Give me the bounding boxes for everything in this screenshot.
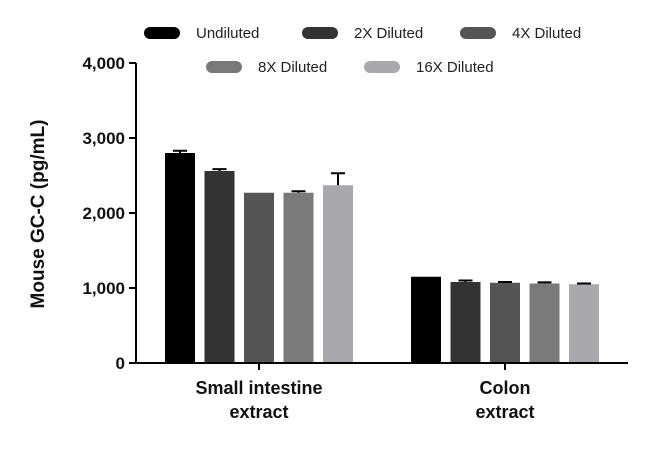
y-axis: 0 1,000 2,000 3,000 4,000 xyxy=(82,54,137,373)
y-tick-label: 3,000 xyxy=(82,129,125,148)
bar xyxy=(529,283,560,363)
x-category-label: extract xyxy=(475,402,534,422)
bar xyxy=(323,185,353,363)
x-category-label: Colon xyxy=(480,378,531,398)
legend-swatch xyxy=(364,61,400,73)
legend-swatch xyxy=(144,27,180,39)
bars xyxy=(165,149,599,363)
legend-swatch xyxy=(206,61,242,73)
x-axis: Small intestine extract Colon extract xyxy=(135,362,628,422)
legend-swatch xyxy=(302,27,338,39)
x-category-label: extract xyxy=(229,402,288,422)
legend: Undiluted 2X Diluted 4X Diluted 8X Diluted 1… xyxy=(144,25,581,76)
y-tick-label: 4,000 xyxy=(82,54,125,73)
y-tick-label: 0 xyxy=(116,354,125,373)
legend-label: Undiluted xyxy=(196,25,259,42)
legend-label: 4X Diluted xyxy=(512,25,581,42)
bar xyxy=(411,276,441,363)
y-tick-label: 1,000 xyxy=(82,279,125,298)
x-category-label: Small intestine xyxy=(195,378,322,398)
legend-label: 2X Diluted xyxy=(354,25,423,42)
bar xyxy=(490,282,520,363)
bar xyxy=(244,192,274,363)
bar xyxy=(204,171,235,363)
bar xyxy=(450,282,481,363)
bar xyxy=(569,284,599,363)
legend-label: 16X Diluted xyxy=(416,59,494,76)
legend-label: 8X Diluted xyxy=(258,59,327,76)
bar xyxy=(165,153,195,363)
y-tick-label: 2,000 xyxy=(82,204,125,223)
legend-swatch xyxy=(460,27,496,39)
y-axis-title: Mouse GC-C (pg/mL) xyxy=(28,120,49,309)
bar xyxy=(283,192,314,363)
